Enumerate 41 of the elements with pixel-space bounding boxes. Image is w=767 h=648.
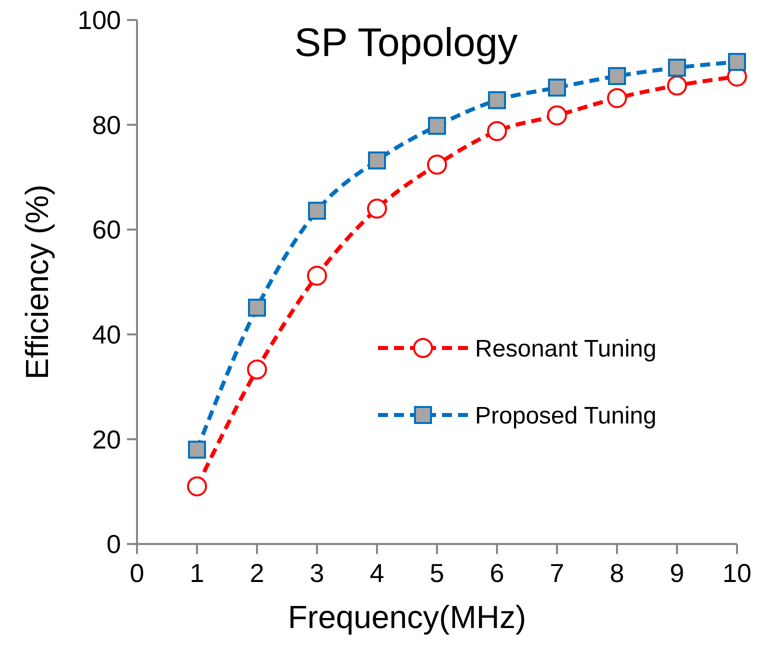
x-axis-title: Frequency(MHz) <box>288 599 526 635</box>
point <box>247 360 267 380</box>
x-tick-label: 5 <box>430 558 444 588</box>
legend-label: Resonant Tuning <box>475 335 656 362</box>
point <box>428 116 446 135</box>
x-tick-label: 7 <box>550 558 564 588</box>
x-tick-label: 4 <box>370 558 384 588</box>
x-tick-label: 0 <box>130 558 144 588</box>
point <box>367 198 387 219</box>
point <box>668 58 686 77</box>
point <box>487 121 507 142</box>
x-tick-label: 6 <box>490 558 504 588</box>
y-tick-label: 80 <box>92 110 121 140</box>
point <box>248 298 266 317</box>
point <box>608 67 626 86</box>
x-tick-label: 10 <box>722 558 752 588</box>
point <box>667 76 687 96</box>
x-tick-label: 3 <box>310 558 324 588</box>
point <box>548 78 566 97</box>
point <box>187 476 207 496</box>
x-tick-label: 9 <box>670 558 684 588</box>
y-tick-label: 0 <box>106 529 121 560</box>
point <box>188 440 206 459</box>
point <box>427 154 447 175</box>
point <box>308 202 326 220</box>
point <box>307 266 327 286</box>
x-tick-label: 1 <box>190 558 204 588</box>
point <box>488 91 506 110</box>
point <box>547 105 567 126</box>
legend-label: Proposed Tuning <box>475 402 656 430</box>
point <box>368 151 386 170</box>
y-tick-label: 40 <box>92 320 121 350</box>
y-axis-title: Efficiency (%) <box>19 184 55 380</box>
y-tick-label: 100 <box>78 5 121 36</box>
chart-title: SP Topology <box>294 21 518 65</box>
y-tick-label: 60 <box>92 214 121 245</box>
x-tick-label: 2 <box>250 558 264 588</box>
point <box>607 88 627 108</box>
point <box>728 52 746 71</box>
y-tick-label: 20 <box>92 424 121 454</box>
x-tick-label: 8 <box>610 558 624 588</box>
